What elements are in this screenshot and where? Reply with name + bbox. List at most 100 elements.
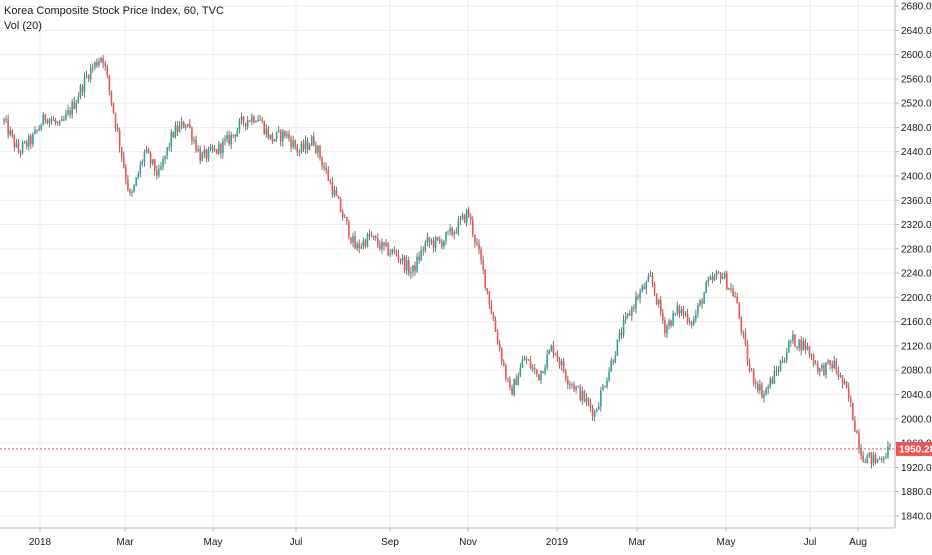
candle-body bbox=[273, 139, 276, 142]
candle-body bbox=[63, 119, 65, 121]
candle bbox=[184, 123, 187, 131]
candle bbox=[15, 138, 18, 148]
candle-body bbox=[89, 67, 92, 80]
candle bbox=[779, 359, 782, 372]
x-tick-label: 2019 bbox=[546, 537, 569, 548]
candle-body bbox=[174, 125, 177, 137]
candle-body bbox=[129, 189, 131, 193]
candle bbox=[110, 90, 113, 107]
candle bbox=[754, 378, 757, 389]
candle bbox=[135, 177, 137, 187]
candle-body bbox=[58, 120, 61, 124]
candle-body bbox=[108, 75, 111, 91]
candle-body bbox=[645, 281, 648, 290]
candle-body bbox=[352, 235, 354, 243]
candle-body bbox=[137, 173, 140, 178]
candle-body bbox=[540, 371, 542, 381]
candle-body bbox=[370, 235, 373, 237]
candle-body bbox=[474, 234, 476, 243]
candle-body bbox=[461, 214, 464, 219]
candle-body bbox=[350, 237, 352, 243]
candle bbox=[54, 117, 57, 126]
candle bbox=[391, 248, 394, 256]
candle bbox=[189, 119, 191, 129]
candle-body bbox=[606, 380, 608, 387]
candle bbox=[750, 368, 753, 372]
candle-body bbox=[854, 420, 856, 432]
candle-body bbox=[631, 307, 633, 316]
candle bbox=[139, 160, 142, 178]
candle bbox=[868, 452, 871, 459]
candle bbox=[620, 327, 623, 340]
candle-body bbox=[711, 276, 714, 281]
candle-body bbox=[209, 147, 212, 149]
candle bbox=[709, 274, 712, 281]
candle-body bbox=[542, 371, 544, 373]
candle bbox=[166, 147, 168, 160]
candle bbox=[335, 186, 338, 197]
candle-body bbox=[434, 237, 437, 248]
candle-body bbox=[240, 116, 243, 121]
candle-body bbox=[862, 455, 864, 462]
candle bbox=[862, 451, 864, 463]
candle-body bbox=[856, 431, 858, 434]
candle-body bbox=[814, 363, 817, 365]
candle bbox=[614, 351, 617, 364]
candle bbox=[800, 336, 802, 356]
candle-body bbox=[133, 185, 135, 193]
candle bbox=[527, 358, 530, 361]
candle bbox=[492, 311, 495, 322]
candle-body bbox=[610, 360, 612, 372]
candle bbox=[98, 57, 100, 68]
candle bbox=[151, 159, 154, 166]
candle-body bbox=[486, 288, 489, 292]
candle-body bbox=[887, 446, 889, 458]
candle-body bbox=[32, 133, 34, 145]
candle bbox=[339, 196, 342, 213]
candle-body bbox=[30, 136, 32, 145]
candle-body bbox=[153, 159, 156, 171]
candle bbox=[79, 83, 82, 100]
candle bbox=[286, 131, 288, 139]
candle-body bbox=[220, 143, 222, 154]
candle-body bbox=[65, 113, 67, 120]
candle bbox=[379, 240, 381, 251]
candle-body bbox=[296, 146, 299, 152]
candle bbox=[290, 135, 292, 153]
candle-body bbox=[467, 210, 470, 217]
candle-body bbox=[306, 140, 309, 150]
candle bbox=[21, 140, 24, 155]
candle-body bbox=[628, 313, 631, 316]
candle bbox=[162, 155, 164, 171]
y-tick-label: 2480.00 bbox=[901, 123, 932, 134]
candle bbox=[337, 195, 340, 199]
candle bbox=[655, 293, 658, 306]
candle bbox=[180, 116, 183, 130]
candle-body bbox=[412, 265, 414, 273]
y-tick-label: 2560.00 bbox=[901, 74, 932, 85]
candle bbox=[271, 132, 274, 144]
candle-body bbox=[818, 368, 821, 372]
candle bbox=[812, 353, 815, 367]
candle bbox=[459, 215, 462, 226]
candle-body bbox=[193, 139, 195, 141]
candle bbox=[428, 236, 431, 248]
candle bbox=[637, 293, 639, 301]
candle-body bbox=[804, 340, 807, 350]
candle-body bbox=[203, 149, 206, 154]
candle bbox=[509, 376, 511, 391]
candle-body bbox=[860, 449, 862, 456]
candle bbox=[327, 165, 330, 182]
candle-body bbox=[779, 361, 782, 371]
candle bbox=[476, 238, 478, 247]
candle bbox=[635, 291, 637, 314]
candle-body bbox=[321, 158, 323, 166]
candle bbox=[46, 118, 49, 125]
candle-body bbox=[668, 320, 670, 326]
candle bbox=[226, 131, 228, 143]
candle-body bbox=[769, 378, 772, 387]
candle-body bbox=[3, 119, 5, 122]
candle-body bbox=[552, 345, 555, 354]
